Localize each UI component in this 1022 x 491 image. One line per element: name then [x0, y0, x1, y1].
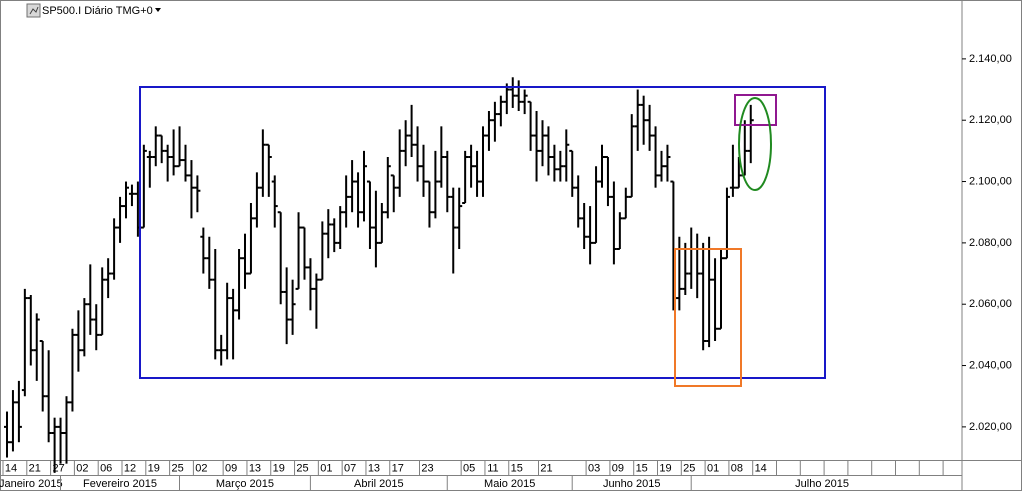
- month-label: Julho 2015: [795, 478, 849, 490]
- y-tick-label: 2.080,00: [969, 237, 1012, 249]
- y-tick-label: 2.020,00: [969, 421, 1012, 433]
- month-label: Março 2015: [216, 478, 274, 490]
- x-tick-label: 02: [76, 462, 88, 474]
- x-tick-label: 23: [421, 462, 433, 474]
- x-tick-label: 13: [368, 462, 380, 474]
- month-label: Maio 2015: [484, 478, 535, 490]
- x-tick-label: 12: [124, 462, 136, 474]
- month-label: Fevereiro 2015: [83, 478, 157, 490]
- x-tick-label: 06: [100, 462, 112, 474]
- chart-title: SP500.I Diário TMG+0: [42, 5, 153, 17]
- x-tick-label: 14: [755, 462, 767, 474]
- x-tick-label: 25: [171, 462, 183, 474]
- x-tick-label: 07: [344, 462, 356, 474]
- x-tick-label: 01: [320, 462, 332, 474]
- month-label: Janeiro 2015: [0, 478, 63, 490]
- x-tick-label: 09: [612, 462, 624, 474]
- y-tick-label: 2.120,00: [969, 114, 1012, 126]
- x-tick-label: 19: [273, 462, 285, 474]
- x-tick-label: 13: [249, 462, 261, 474]
- x-tick-label: 25: [683, 462, 695, 474]
- month-label: Junho 2015: [603, 478, 661, 490]
- month-label: Abril 2015: [354, 478, 404, 490]
- x-tick-label: 19: [659, 462, 671, 474]
- y-tick-label: 2.040,00: [969, 359, 1012, 371]
- y-tick-label: 2.060,00: [969, 298, 1012, 310]
- x-tick-label: 21: [540, 462, 552, 474]
- x-tick-label: 01: [707, 462, 719, 474]
- x-tick-label: 15: [511, 462, 523, 474]
- dip-box: [674, 248, 742, 387]
- x-tick-label: 02: [195, 462, 207, 474]
- x-tick-label: 11: [487, 462, 498, 474]
- highlight-ellipse: [738, 97, 772, 191]
- x-tick-label: 21: [29, 462, 41, 474]
- x-tick-label: 05: [463, 462, 475, 474]
- x-tick-label: 08: [731, 462, 743, 474]
- plot-area: [4, 77, 754, 473]
- y-tick-label: 2.100,00: [969, 175, 1012, 187]
- x-tick-label: 15: [636, 462, 648, 474]
- range-box: [139, 86, 826, 379]
- symbol-icon: [26, 3, 41, 18]
- x-tick-label: 03: [588, 462, 600, 474]
- x-tick-label: 19: [148, 462, 160, 474]
- x-tick-label: 27: [52, 462, 64, 474]
- x-tick-label: 14: [5, 462, 17, 474]
- x-tick-label: 09: [225, 462, 237, 474]
- top-box: [734, 94, 777, 126]
- y-tick-label: 2.140,00: [969, 53, 1012, 65]
- x-tick-label: 25: [296, 462, 308, 474]
- title-dropdown[interactable]: [155, 8, 161, 12]
- x-tick-label: 17: [392, 462, 404, 474]
